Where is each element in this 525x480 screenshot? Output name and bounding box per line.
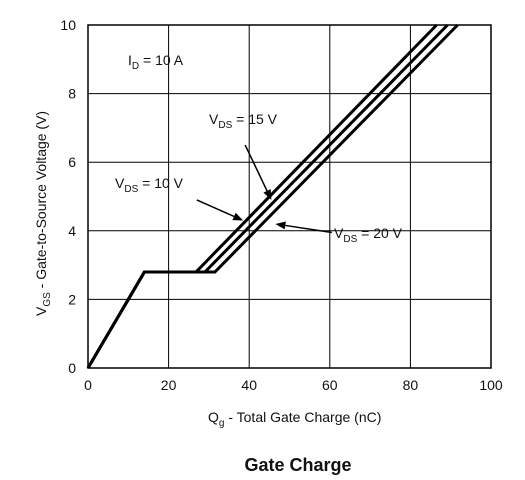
plot-frame: [87, 24, 492, 369]
x-tick-label: 100: [479, 377, 503, 393]
arrow-vds-15-v: [244, 144, 272, 200]
y-tick-label: 10: [60, 17, 76, 33]
y-tick-label: 2: [68, 291, 76, 307]
series-line-vds-20-v: [86, 23, 459, 369]
y-tick-label: 8: [68, 86, 76, 102]
y-tick-labels: 0 2 4 6 8 10: [60, 17, 76, 376]
series-line-vds-10-v: [86, 23, 438, 369]
y-axis-label: VGS - Gate-to-Source Voltage (V): [33, 111, 53, 316]
annotation-vds-10: VDS = 10 V: [115, 175, 184, 195]
x-tick-label: 40: [241, 377, 257, 393]
x-tick-label: 80: [403, 377, 419, 393]
x-tick-labels: 0 20 40 60 80 100: [84, 377, 503, 393]
x-tick-label: 60: [322, 377, 338, 393]
annotation-id: ID = 10 A: [128, 52, 184, 72]
arrow-vds-10-v: [196, 199, 244, 221]
data-curves: [86, 23, 459, 369]
y-tick-label: 4: [68, 223, 76, 239]
x-tick-label: 0: [84, 377, 92, 393]
chart-title: Gate Charge: [244, 455, 351, 475]
annotation-arrows: [196, 144, 332, 234]
y-tick-label: 6: [68, 154, 76, 170]
annotation-vds-15: VDS = 15 V: [209, 111, 278, 131]
y-tick-label: 0: [68, 360, 76, 376]
arrow-vds-20-v: [275, 221, 332, 234]
x-tick-label: 20: [161, 377, 177, 393]
annotation-vds-20: VDS = 20 V: [334, 225, 403, 245]
x-axis-label: Qg - Total Gate Charge (nC): [208, 409, 381, 429]
grid-lines: [88, 25, 491, 368]
